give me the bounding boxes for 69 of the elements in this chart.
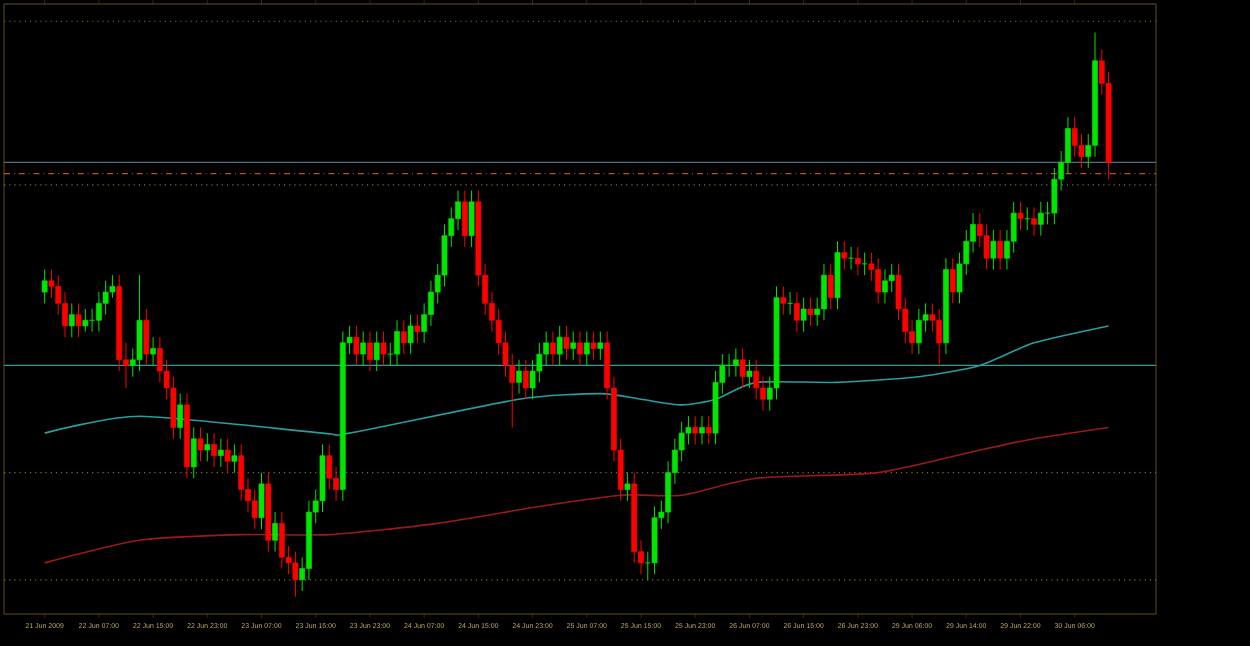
candlestick xyxy=(231,443,238,474)
candlestick xyxy=(793,291,800,333)
candlestick xyxy=(705,415,712,445)
candlestick xyxy=(563,325,570,361)
candlestick xyxy=(68,302,75,338)
candlestick xyxy=(400,319,407,355)
candlestick xyxy=(692,415,699,445)
candlestick xyxy=(394,319,400,366)
candlestick xyxy=(780,285,787,316)
candlestick xyxy=(1031,206,1037,237)
candlestick xyxy=(699,415,705,445)
candlestick xyxy=(367,331,373,372)
candlestick xyxy=(82,308,89,333)
candlestick xyxy=(468,190,475,248)
candlestick xyxy=(583,331,590,366)
candlestick xyxy=(590,331,597,361)
candlestick xyxy=(570,331,577,361)
candlestick xyxy=(217,438,224,468)
candlestick xyxy=(1037,201,1044,237)
candlestick xyxy=(800,297,807,333)
candlestick xyxy=(739,347,746,389)
candlestick xyxy=(41,269,48,304)
candlestick xyxy=(746,359,753,389)
candlestick xyxy=(516,359,522,395)
candlestick xyxy=(360,331,367,366)
candlestick xyxy=(204,432,211,462)
candlestick xyxy=(258,472,265,530)
candlestick xyxy=(915,308,922,355)
candlestick xyxy=(461,190,468,248)
candlestick xyxy=(577,331,583,366)
candlestick xyxy=(177,393,184,440)
candlestick xyxy=(861,252,868,276)
candlestick xyxy=(651,505,658,575)
candlestick xyxy=(75,302,82,338)
candlestick xyxy=(875,257,882,304)
candlestick xyxy=(278,511,285,570)
candlestick xyxy=(882,269,888,304)
candlestick xyxy=(997,229,1004,270)
candlestick xyxy=(550,331,556,366)
candlestick xyxy=(949,257,956,304)
candlestick xyxy=(841,240,848,270)
candlestick xyxy=(522,359,529,400)
candlestick xyxy=(990,229,997,270)
candlestick xyxy=(373,331,380,372)
candlestick xyxy=(197,426,204,462)
candlestick xyxy=(224,438,231,474)
candlestick xyxy=(407,314,414,355)
candlestick xyxy=(380,331,387,366)
candlestick xyxy=(827,263,834,310)
candlestick xyxy=(136,274,143,372)
candlestick xyxy=(624,472,631,502)
candlestick xyxy=(807,297,814,327)
candlestick xyxy=(1017,201,1024,231)
candlestick xyxy=(190,426,197,479)
candlestick xyxy=(848,246,854,270)
candlestick xyxy=(556,325,563,366)
candlestick xyxy=(732,347,739,378)
candlestick xyxy=(854,246,861,276)
candlestick xyxy=(936,308,943,366)
candlestick xyxy=(272,511,278,553)
candlestick xyxy=(143,308,150,366)
candlestick xyxy=(821,263,827,321)
candlestick xyxy=(597,331,604,361)
candlestick xyxy=(211,432,217,468)
candlestick xyxy=(834,240,841,310)
candlestick xyxy=(353,325,360,366)
candlestick xyxy=(414,314,421,344)
candlestick xyxy=(150,336,156,366)
candlestick xyxy=(292,551,299,598)
